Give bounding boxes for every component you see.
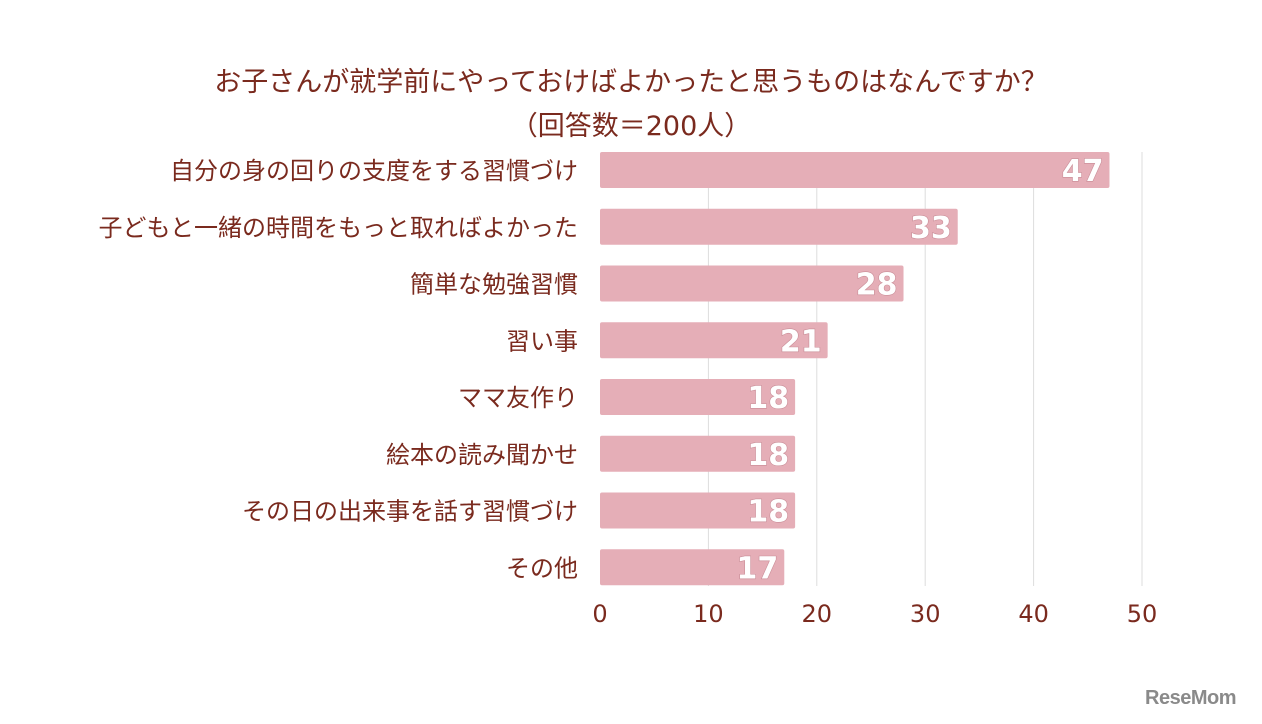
bar xyxy=(600,379,796,415)
category-label: その日の出来事を話す習慣づけ xyxy=(242,498,578,526)
data-label: 18 xyxy=(747,381,789,416)
category-label: その他 xyxy=(506,554,578,582)
category-label: 習い事 xyxy=(506,327,578,355)
data-label: 47 xyxy=(1062,154,1104,189)
bar xyxy=(600,549,785,586)
data-label: 18 xyxy=(747,438,789,473)
data-label: 21 xyxy=(780,324,822,359)
x-tick-label: 10 xyxy=(693,600,724,628)
x-tick-label: 20 xyxy=(802,600,833,628)
data-label: 33 xyxy=(910,211,952,246)
bar xyxy=(600,322,828,359)
chart-title: お子さんが就学前にやっておけばよかったと思うものはなんですか？ xyxy=(214,67,1048,98)
category-label: 子どもと一緒の時間をもっと取ればよかった xyxy=(98,214,578,242)
x-tick-label: 0 xyxy=(592,600,607,628)
category-label: 自分の身の回りの支度をする習慣づけ xyxy=(170,157,578,185)
chart-subtitle: （回答数＝200人） xyxy=(510,111,752,142)
x-tick-label: 30 xyxy=(910,600,941,628)
data-label: 17 xyxy=(737,551,779,586)
x-tick-label: 50 xyxy=(1127,600,1158,628)
category-label: 簡単な勉強習慣 xyxy=(410,271,578,299)
bar xyxy=(600,492,796,529)
data-label: 18 xyxy=(747,495,789,530)
bar xyxy=(600,152,1110,188)
bar xyxy=(600,435,796,472)
data-label: 28 xyxy=(856,268,898,303)
bar xyxy=(600,208,958,245)
category-label: ママ友作り xyxy=(458,384,578,412)
category-label: 絵本の読み聞かせ xyxy=(386,441,578,469)
bar xyxy=(600,265,904,302)
resemom-logo: ReseMom xyxy=(1145,687,1236,709)
x-tick-label: 40 xyxy=(1018,600,1049,628)
